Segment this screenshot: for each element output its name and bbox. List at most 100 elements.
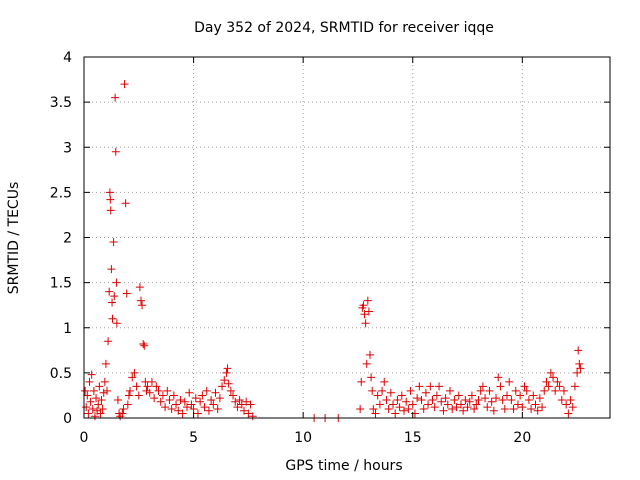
data-point: [417, 395, 426, 404]
data-point: [209, 400, 218, 409]
data-point: [366, 350, 375, 359]
y-axis-label: SRMTID / TECUs: [6, 182, 22, 295]
data-point: [200, 403, 209, 412]
data-point: [143, 382, 152, 391]
data-point: [549, 373, 558, 382]
data-point: [570, 382, 579, 391]
data-point: [450, 395, 459, 404]
data-point: [244, 409, 253, 418]
x-tick-label: 15: [404, 430, 422, 446]
data-point: [575, 359, 584, 368]
y-tick-label: 2.5: [50, 185, 72, 201]
data-point: [88, 404, 97, 413]
data-point: [126, 386, 135, 395]
data-point: [134, 391, 143, 400]
data-point: [562, 400, 571, 409]
data-point: [566, 395, 575, 404]
data-point: [476, 386, 485, 395]
data-point: [474, 395, 483, 404]
data-point: [81, 386, 90, 395]
data-point: [553, 377, 562, 386]
data-point: [535, 394, 544, 403]
data-point: [509, 404, 518, 413]
data-point: [213, 404, 222, 413]
data-point: [218, 382, 227, 391]
data-point: [364, 307, 373, 316]
ticks: [83, 56, 610, 419]
data-point: [96, 409, 105, 418]
data-point: [135, 283, 144, 292]
data-point: [421, 388, 430, 397]
data-point: [498, 395, 507, 404]
data-point: [426, 382, 435, 391]
data-point: [136, 296, 145, 305]
data-point: [83, 391, 92, 400]
data-point: [140, 341, 149, 350]
data-point: [574, 346, 583, 355]
data-point: [452, 403, 461, 412]
data-point: [559, 386, 568, 395]
data-point: [150, 394, 159, 403]
data-point: [158, 391, 167, 400]
data-point: [185, 388, 194, 397]
data-point: [211, 388, 220, 397]
data-point: [492, 394, 501, 403]
data-point: [246, 400, 255, 409]
data-point: [118, 409, 127, 418]
data-point: [516, 391, 525, 400]
data-point: [128, 373, 137, 382]
data-point: [375, 400, 384, 409]
data-point: [576, 364, 585, 373]
data-point: [505, 377, 514, 386]
data-point: [191, 394, 200, 403]
data-point: [139, 339, 148, 348]
data-point: [362, 359, 371, 368]
data-point: [555, 382, 564, 391]
data-point: [130, 368, 139, 377]
data-point: [248, 412, 257, 421]
y-tick-labels: 0 0.5 1 1.5 2 2.5 3 3.5 4: [50, 50, 72, 427]
data-point: [86, 397, 95, 406]
data-point: [97, 395, 106, 404]
data-point: [103, 386, 112, 395]
data-point: [152, 382, 161, 391]
y-tick-label: 4: [63, 50, 72, 66]
data-point: [439, 406, 448, 415]
data-point: [531, 400, 540, 409]
data-point: [165, 395, 174, 404]
data-point: [373, 391, 382, 400]
y-tick-label: 2: [63, 231, 72, 247]
data-point: [459, 406, 468, 415]
y-tick-label: 0.5: [50, 366, 72, 382]
data-point: [154, 386, 163, 395]
data-point: [100, 377, 109, 386]
data-point: [546, 368, 555, 377]
data-point: [204, 406, 213, 415]
data-point: [161, 403, 170, 412]
data-point: [419, 404, 428, 413]
data-point: [109, 238, 118, 247]
data-point: [105, 188, 114, 197]
data-point: [487, 397, 496, 406]
data-point: [223, 364, 232, 373]
data-point: [522, 386, 531, 395]
data-point: [446, 386, 455, 395]
data-point: [463, 403, 472, 412]
data-point: [108, 314, 117, 323]
data-point: [187, 400, 196, 409]
data-point: [202, 386, 211, 395]
data-point: [94, 400, 103, 409]
data-point: [363, 296, 372, 305]
x-tick-labels: 0 5 10 15 20: [80, 430, 532, 446]
data-point: [404, 404, 413, 413]
data-point: [356, 404, 365, 413]
data-point: [92, 394, 101, 403]
data-point: [564, 409, 573, 418]
data-point: [483, 403, 492, 412]
data-point: [424, 400, 433, 409]
data-point: [496, 382, 505, 391]
data-point: [359, 301, 368, 310]
data-point: [397, 391, 406, 400]
data-point: [430, 403, 439, 412]
data-point: [544, 382, 553, 391]
